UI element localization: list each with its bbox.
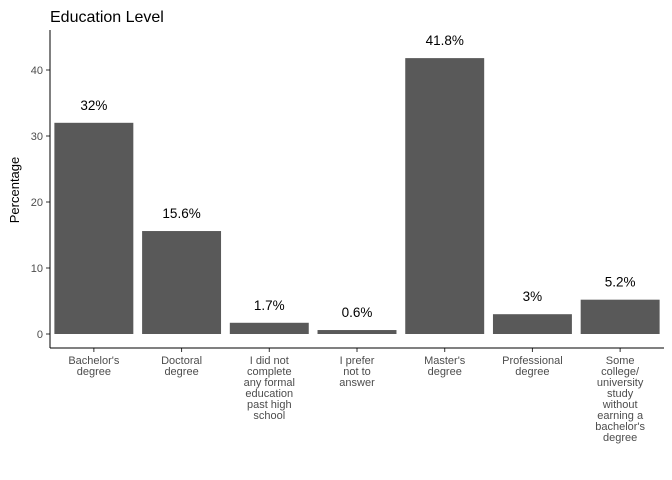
data-label: 1.7%: [254, 298, 285, 313]
y-tick-label: 0: [37, 329, 43, 341]
data-label: 32%: [80, 98, 107, 113]
x-tick-label: I did not complete any formal education past…: [244, 355, 295, 422]
x-tick-label: Bachelor's degree: [68, 355, 120, 378]
bar: [229, 322, 309, 334]
y-axis-title: Percentage: [7, 157, 22, 224]
y-tick-label: 40: [31, 65, 43, 77]
bar: [54, 122, 134, 334]
bar: [317, 330, 397, 334]
x-axis: Bachelor's degree Doctoral degree I did not c…: [50, 347, 664, 444]
y-tick-label: 10: [31, 263, 43, 275]
bar: [405, 58, 485, 335]
y-axis: 0 10 20 30 40: [31, 30, 51, 348]
data-labels-group: 32% 15.6% 1.7% 0.6% 41.8% 3% 5.2%: [80, 33, 635, 320]
y-tick-label: 20: [31, 197, 43, 209]
data-label: 5.2%: [605, 275, 636, 290]
bar: [142, 231, 222, 334]
data-label: 15.6%: [162, 206, 200, 221]
x-tick-label: I prefer not to answer: [339, 355, 375, 389]
data-label: 3%: [523, 289, 543, 304]
data-label: 41.8%: [426, 33, 464, 48]
x-tick-label: Professional degree: [502, 355, 563, 378]
y-tick-label: 30: [31, 131, 43, 143]
x-tick-label: Master's degree: [424, 355, 466, 378]
data-label: 0.6%: [342, 305, 373, 320]
x-tick-label: Doctoral degree: [161, 355, 202, 378]
x-tick-label: Some college/university study without earnin…: [595, 355, 645, 444]
bars-group: [54, 58, 660, 335]
chart-title: Education Level: [50, 9, 164, 26]
bar: [492, 314, 572, 334]
bar: [580, 299, 660, 334]
